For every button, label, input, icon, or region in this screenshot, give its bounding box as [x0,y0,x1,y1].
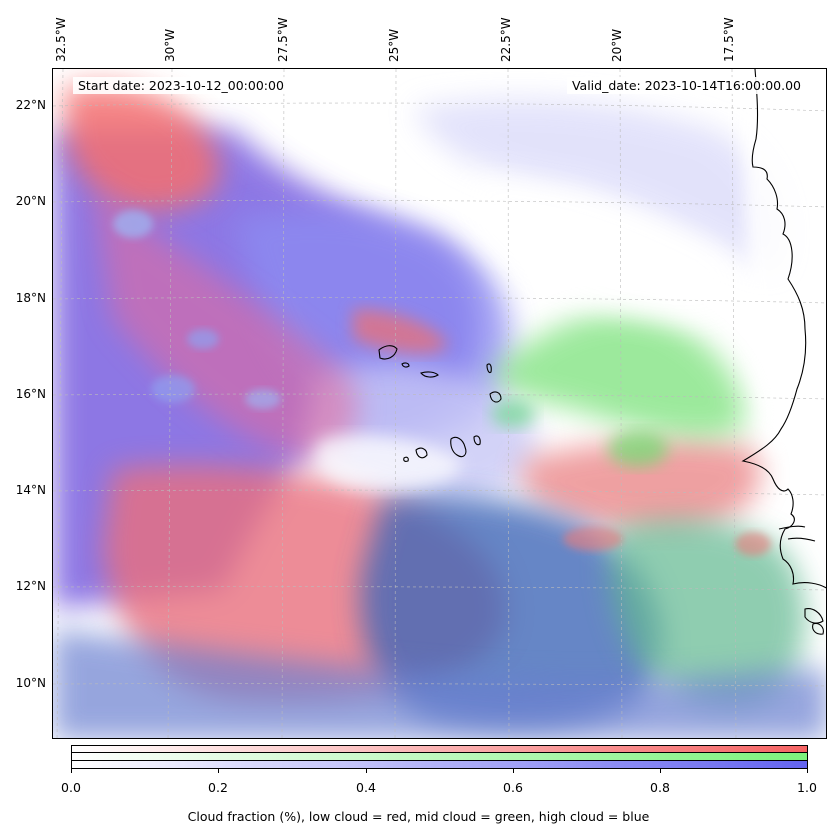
low-cloud-west-band [93,189,358,459]
colorbar [71,745,808,769]
island-brava [403,456,409,462]
lon-tick-label: 27.5°W [276,17,290,62]
low-cloud-northwest [63,85,220,211]
lon-tick-label: 30°W [163,28,177,62]
high-cloud-south-edge [53,629,826,738]
colorbar-tickmark [218,769,219,773]
lon-tick-label: 32.5°W [54,17,68,62]
lon-tick-label: 20°W [610,28,624,62]
clear-land-northeast [743,69,826,449]
lat-tick-label: 16°N [15,387,46,401]
colorbar-tickmark [71,769,72,773]
island-sao-nicolau [420,371,439,378]
high-cloud-patch [151,375,195,403]
colorbar-high-cloud [72,760,807,768]
mid-cloud-patch [608,431,668,467]
colorbar-tick-label: 0.8 [650,780,670,795]
mid-cloud-patch [491,400,535,428]
colorbar-tickmark [513,769,514,773]
colorbar-label: Cloud fraction (%), low cloud = red, mid… [187,809,650,824]
lon-tick-label: 22.5°W [499,17,513,62]
colorbar-tick-label: 1.0 [797,780,817,795]
map-panel[interactable]: Start date: 2023-10-12_00:00:00 Valid_da… [52,68,827,739]
lat-tick-label: 12°N [15,579,46,593]
low-cloud-patch [735,532,771,556]
colorbar-tickmark [807,769,808,773]
colorbar-tick-label: 0.4 [356,780,376,795]
colorbar-mid-cloud [72,753,807,761]
island-fogo [415,447,428,459]
high-cloud-thin-north [413,98,781,269]
mid-cloud-southeast [609,518,806,707]
low-cloud-patch [563,527,623,551]
colorbar-tickmark [366,769,367,773]
lat-tick-label: 14°N [15,483,46,497]
high-cloud-patch [187,329,219,349]
clear-sky-north [470,179,738,319]
low-cloud-streak [353,309,448,354]
island-sao-vicente [401,362,410,368]
colorbar-tick-label: 0.6 [503,780,523,795]
africa-coastline [741,69,826,589]
colorbar-tick-label: 0.0 [61,780,81,795]
cape-verde-islands [378,345,502,462]
coastlines [741,69,826,635]
start-date-label: Start date: 2023-10-12_00:00:00 [73,77,289,94]
lat-tick-label: 18°N [15,291,46,305]
low-cloud-southeast [523,438,761,532]
clear-sky-center [314,435,463,489]
island-boa-vista [489,391,502,403]
gambia-coast [778,525,816,542]
colorbar-tick-label: 0.2 [208,780,228,795]
island-santiago [450,436,467,458]
high-cloud-patch [113,210,153,238]
mid-cloud-east [493,311,745,438]
cloud-field [53,69,826,738]
lat-tick-label: 22°N [15,98,46,112]
valid-date-label: Valid_date: 2023-10-14T16:00:00.00 [566,77,806,94]
mixed-cloud-south-center [360,495,661,727]
guinea-bissau-islands [804,608,824,635]
colorbar-tickmark [660,769,661,773]
lat-tick-label: 10°N [15,676,46,690]
island-maio [473,435,481,446]
cloud-fraction-map [53,69,826,738]
colorbar-low-cloud [72,746,807,754]
lat-tick-label: 20°N [15,194,46,208]
lon-tick-label: 17.5°W [722,17,736,62]
lon-tick-label: 25°W [387,28,401,62]
island-sal [486,363,492,374]
graticule [53,69,826,738]
island-santo-antao [378,345,398,360]
high-cloud-patch [245,389,281,409]
